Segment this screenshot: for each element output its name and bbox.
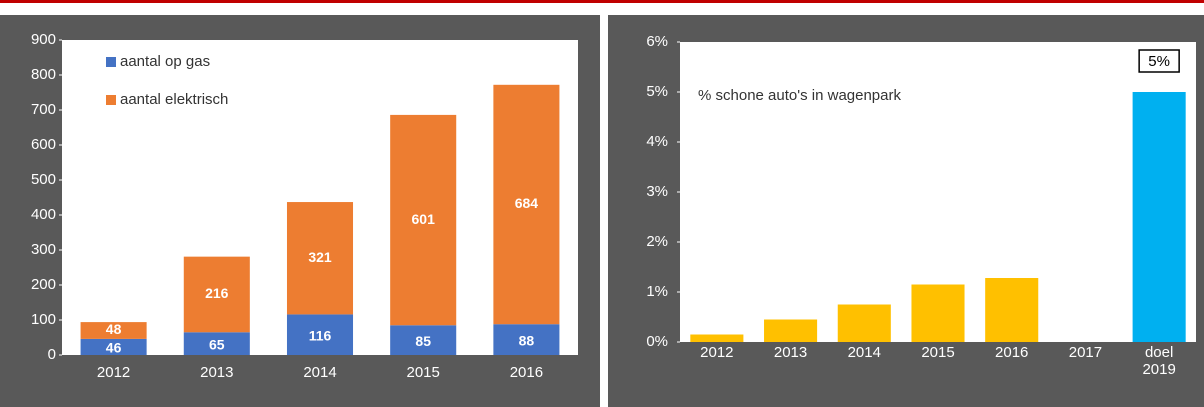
y-tick-label: 200 — [31, 276, 56, 293]
x-tick-label: 2013 — [200, 364, 234, 381]
y-tick-label: 800 — [31, 66, 56, 83]
value-label: 88 — [519, 332, 535, 348]
value-label: 684 — [515, 195, 539, 211]
y-tick-label: 0% — [646, 333, 668, 350]
y-tick-label: 5% — [646, 83, 668, 100]
value-label: 65 — [209, 336, 225, 352]
legend-swatch — [106, 95, 116, 105]
x-tick-label: 2015 — [921, 344, 955, 361]
bar — [286, 202, 354, 315]
bar — [493, 324, 560, 355]
y-tick-label: 100 — [31, 311, 56, 328]
bar — [837, 304, 891, 342]
x-tick-label: 2012 — [700, 344, 734, 361]
bar — [286, 314, 354, 355]
y-tick-label: 4% — [646, 133, 668, 150]
value-label: 321 — [308, 249, 332, 265]
y-tick-label: 600 — [31, 136, 56, 153]
bar — [183, 332, 250, 355]
legend-swatch — [106, 57, 116, 67]
y-tick-label: 700 — [31, 101, 56, 118]
x-tick-label: 2014 — [847, 344, 881, 361]
bar — [80, 322, 147, 339]
x-tick-label: 2014 — [303, 364, 337, 381]
bar — [1132, 92, 1186, 342]
y-tick-label: 1% — [646, 283, 668, 300]
bar — [80, 338, 147, 355]
x-tick-label: 2017 — [1068, 344, 1103, 361]
x-tick-label: 2012 — [96, 364, 131, 381]
bar — [183, 256, 250, 333]
top-rule — [0, 0, 1204, 3]
bar — [985, 278, 1039, 342]
bar — [690, 334, 744, 342]
value-label: 216 — [205, 285, 229, 301]
y-tick-label: 300 — [31, 241, 56, 258]
legend-label: aantal op gas — [120, 53, 210, 70]
value-label: 601 — [412, 211, 436, 227]
value-label: 46 — [106, 340, 122, 356]
y-tick-label: 6% — [646, 33, 668, 50]
bar — [911, 284, 965, 342]
bar — [390, 114, 457, 326]
y-tick-label: 0 — [48, 346, 56, 363]
y-tick-label: 900 — [31, 31, 56, 48]
x-tick-label: 2016 — [509, 364, 544, 381]
value-label: 85 — [415, 333, 431, 349]
bar — [764, 319, 818, 342]
bar — [493, 84, 560, 325]
x-tick-label: 2015 — [406, 364, 440, 381]
value-label: 5% — [1148, 53, 1170, 70]
chart-title: % schone auto's in wagenpark — [698, 87, 901, 104]
y-tick-label: 500 — [31, 171, 56, 188]
value-label: 48 — [106, 321, 122, 337]
x-tick-label: doel 2019 — [1142, 344, 1176, 378]
x-tick-label: 2016 — [995, 344, 1029, 361]
value-label: 116 — [309, 327, 332, 343]
y-tick-label: 2% — [646, 233, 668, 250]
bar — [390, 325, 457, 355]
x-tick-label: 2013 — [773, 344, 808, 361]
y-tick-label: 3% — [646, 183, 668, 200]
value-label-box — [1138, 49, 1180, 73]
y-tick-label: 400 — [31, 206, 56, 223]
legend-label: aantal elektrisch — [120, 91, 228, 108]
